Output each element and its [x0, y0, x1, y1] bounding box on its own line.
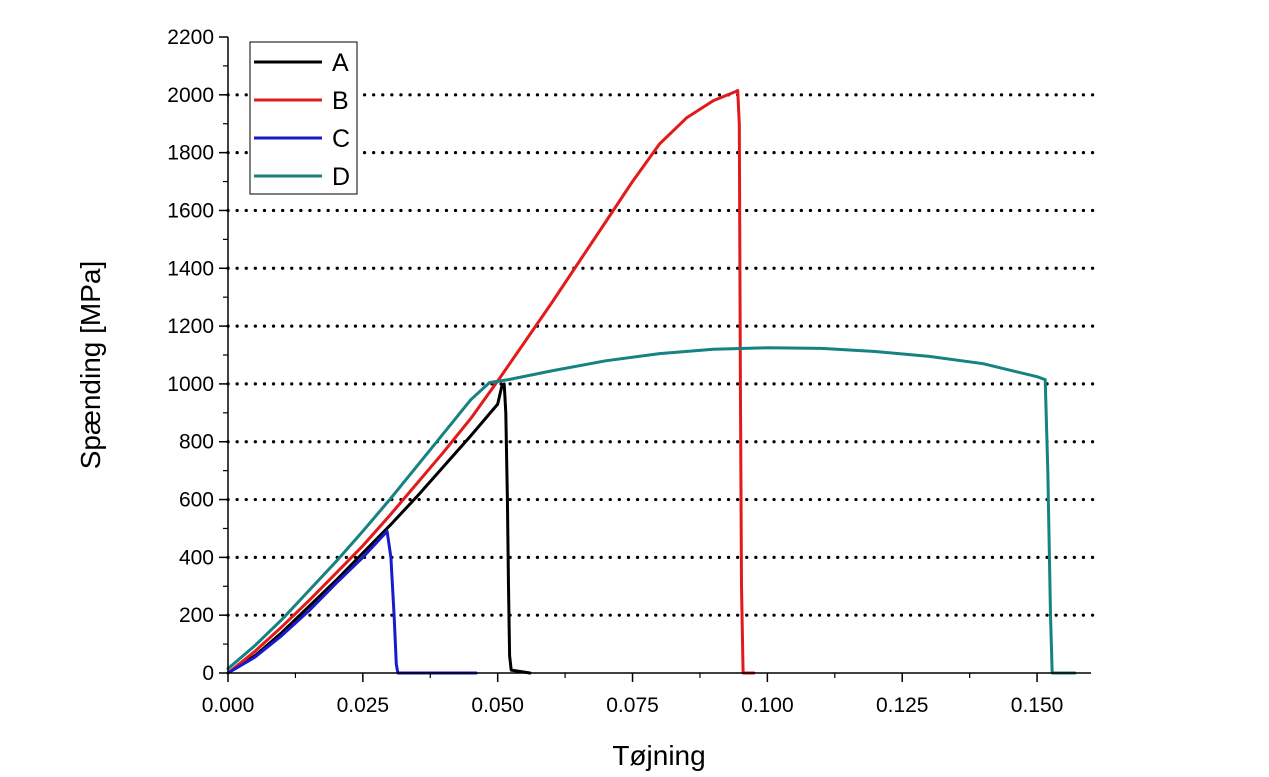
legend-label-c: C [332, 125, 350, 153]
y-tick-label: 800 [179, 431, 214, 454]
y-axis-title: Spænding [MPa] [75, 261, 106, 470]
x-tick-label: 0.125 [876, 694, 929, 717]
legend-box [249, 41, 358, 195]
x-tick-label: 0.000 [202, 694, 255, 717]
series-line-a [226, 382, 532, 675]
x-tick-label: 0.075 [606, 694, 659, 717]
x-tick-label: 0.150 [1011, 694, 1064, 717]
x-tick-label: 0.100 [741, 694, 794, 717]
y-tick-label: 1000 [167, 373, 214, 396]
y-tick-label: 1200 [167, 315, 214, 338]
series-line-c [226, 529, 478, 675]
y-tick-label: 400 [179, 546, 214, 569]
legend-label-b: B [332, 87, 349, 115]
y-tick-label: 200 [179, 604, 214, 627]
y-tick-label: 0 [202, 662, 214, 685]
legend-label-a: A [332, 49, 349, 77]
y-tick-label: 1400 [167, 257, 214, 280]
y-tick-label: 1600 [167, 199, 214, 222]
series-lines [226, 89, 1077, 675]
x-tick-label: 0.025 [337, 694, 390, 717]
x-axis-title: Tøjning [612, 740, 705, 771]
y-tick-label: 2200 [167, 26, 214, 49]
series-line-b [226, 89, 756, 675]
y-tick-label: 600 [179, 489, 214, 512]
series-line-d [226, 346, 1077, 675]
y-tick-label: 1800 [167, 142, 214, 165]
y-tick-label: 2000 [167, 84, 214, 107]
x-tick-label: 0.050 [471, 694, 524, 717]
axis-ticks: 0 200 400 600 800 1000 1200 1400 1600 1800 2000 220… [167, 26, 1063, 717]
gridlines [226, 93, 1097, 617]
legend-label-d: D [332, 163, 350, 191]
